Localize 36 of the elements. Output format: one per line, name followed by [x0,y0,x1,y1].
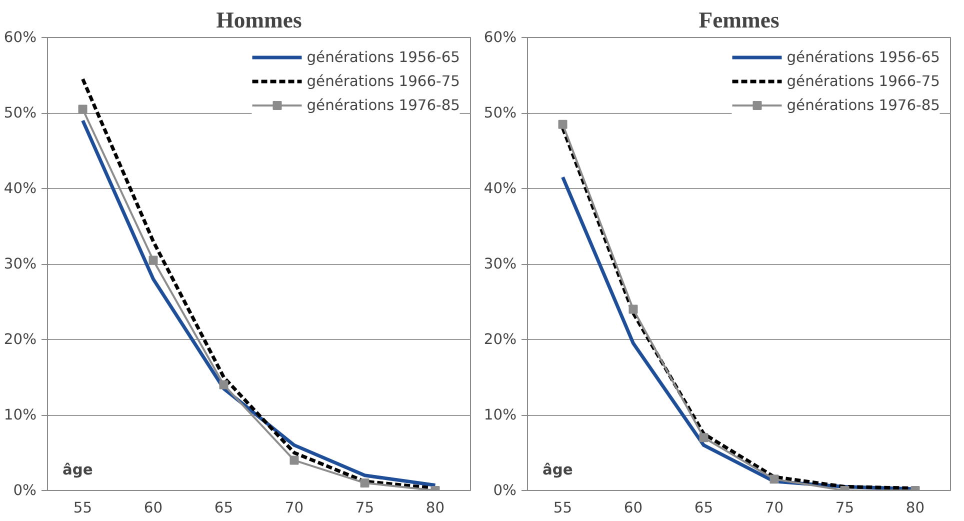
x-tick-label: 75 [835,500,854,516]
y-tick-label: 20% [484,331,517,348]
x-tick-label: 65 [694,500,714,516]
x-tick-label: 55 [553,500,572,516]
y-tick-label: 10% [4,406,37,424]
y-tick-label: 0% [13,482,37,499]
y-tick-label: 60% [4,29,37,46]
x-tick-label: 60 [624,500,643,516]
annotation: âge [542,462,573,478]
y-tick-label: 0% [493,482,517,499]
legend-label: générations 1976-85 [786,96,940,114]
y-tick-label: 50% [4,104,37,122]
x-tick-label: 65 [214,500,234,516]
legend-label: générations 1956-65 [786,48,940,66]
legend-label: générations 1966-75 [306,72,460,90]
y-tick-label: 60% [484,29,517,46]
chart-title: Femmes [698,8,780,32]
x-tick-label: 60 [144,500,163,516]
x-tick-label: 80 [426,500,445,516]
x-tick-label: 80 [906,500,925,516]
legend-label: générations 1976-85 [306,96,460,114]
chart-title: Hommes [216,8,302,32]
y-tick-label: 30% [484,256,517,272]
y-tick-label: 20% [4,331,37,348]
y-tick-label: 40% [484,180,517,197]
y-tick-label: 10% [484,406,517,424]
x-tick-label: 70 [764,500,784,516]
x-tick-label: 55 [73,500,92,516]
x-tick-label: 75 [355,500,374,516]
legend-label: générations 1966-75 [786,72,940,90]
annotation: âge [62,462,93,478]
legend-label: générations 1956-65 [306,48,460,66]
y-tick-label: 50% [484,104,517,122]
y-tick-label: 30% [4,256,37,272]
x-tick-label: 70 [284,500,304,516]
y-tick-label: 40% [4,180,37,197]
